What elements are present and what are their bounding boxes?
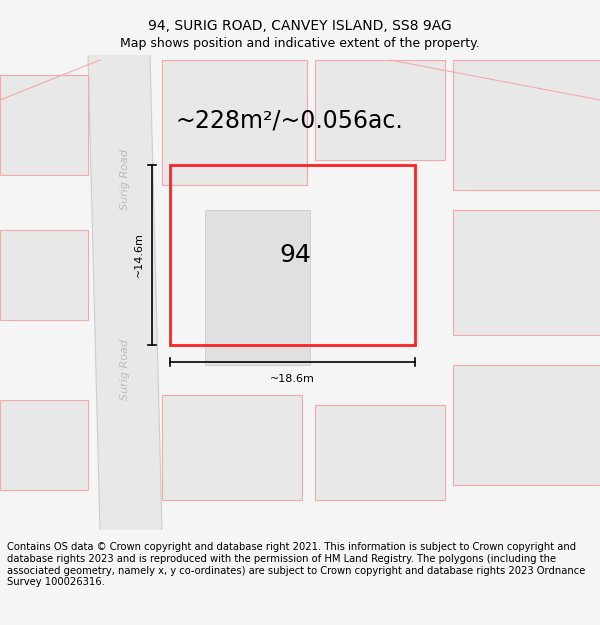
Bar: [162, 60, 307, 185]
Bar: [0, 400, 88, 490]
Text: Surig Road: Surig Road: [120, 339, 130, 401]
Bar: [0, 230, 88, 320]
Text: Contains OS data © Crown copyright and database right 2021. This information is : Contains OS data © Crown copyright and d…: [7, 542, 586, 588]
Bar: [315, 60, 445, 160]
Text: Map shows position and indicative extent of the property.: Map shows position and indicative extent…: [120, 38, 480, 50]
Text: 94: 94: [279, 243, 311, 267]
Bar: [170, 165, 415, 345]
Bar: [453, 365, 600, 485]
Bar: [453, 60, 600, 190]
Polygon shape: [88, 55, 162, 530]
Bar: [205, 210, 310, 365]
Text: 94, SURIG ROAD, CANVEY ISLAND, SS8 9AG: 94, SURIG ROAD, CANVEY ISLAND, SS8 9AG: [148, 19, 452, 33]
Text: ~228m²/~0.056ac.: ~228m²/~0.056ac.: [175, 108, 403, 132]
Bar: [162, 395, 302, 500]
Text: Surig Road: Surig Road: [120, 149, 130, 211]
Bar: [315, 405, 445, 500]
Text: ~18.6m: ~18.6m: [270, 374, 315, 384]
Bar: [0, 75, 88, 175]
Text: ~14.6m: ~14.6m: [134, 232, 144, 278]
Bar: [453, 210, 600, 335]
